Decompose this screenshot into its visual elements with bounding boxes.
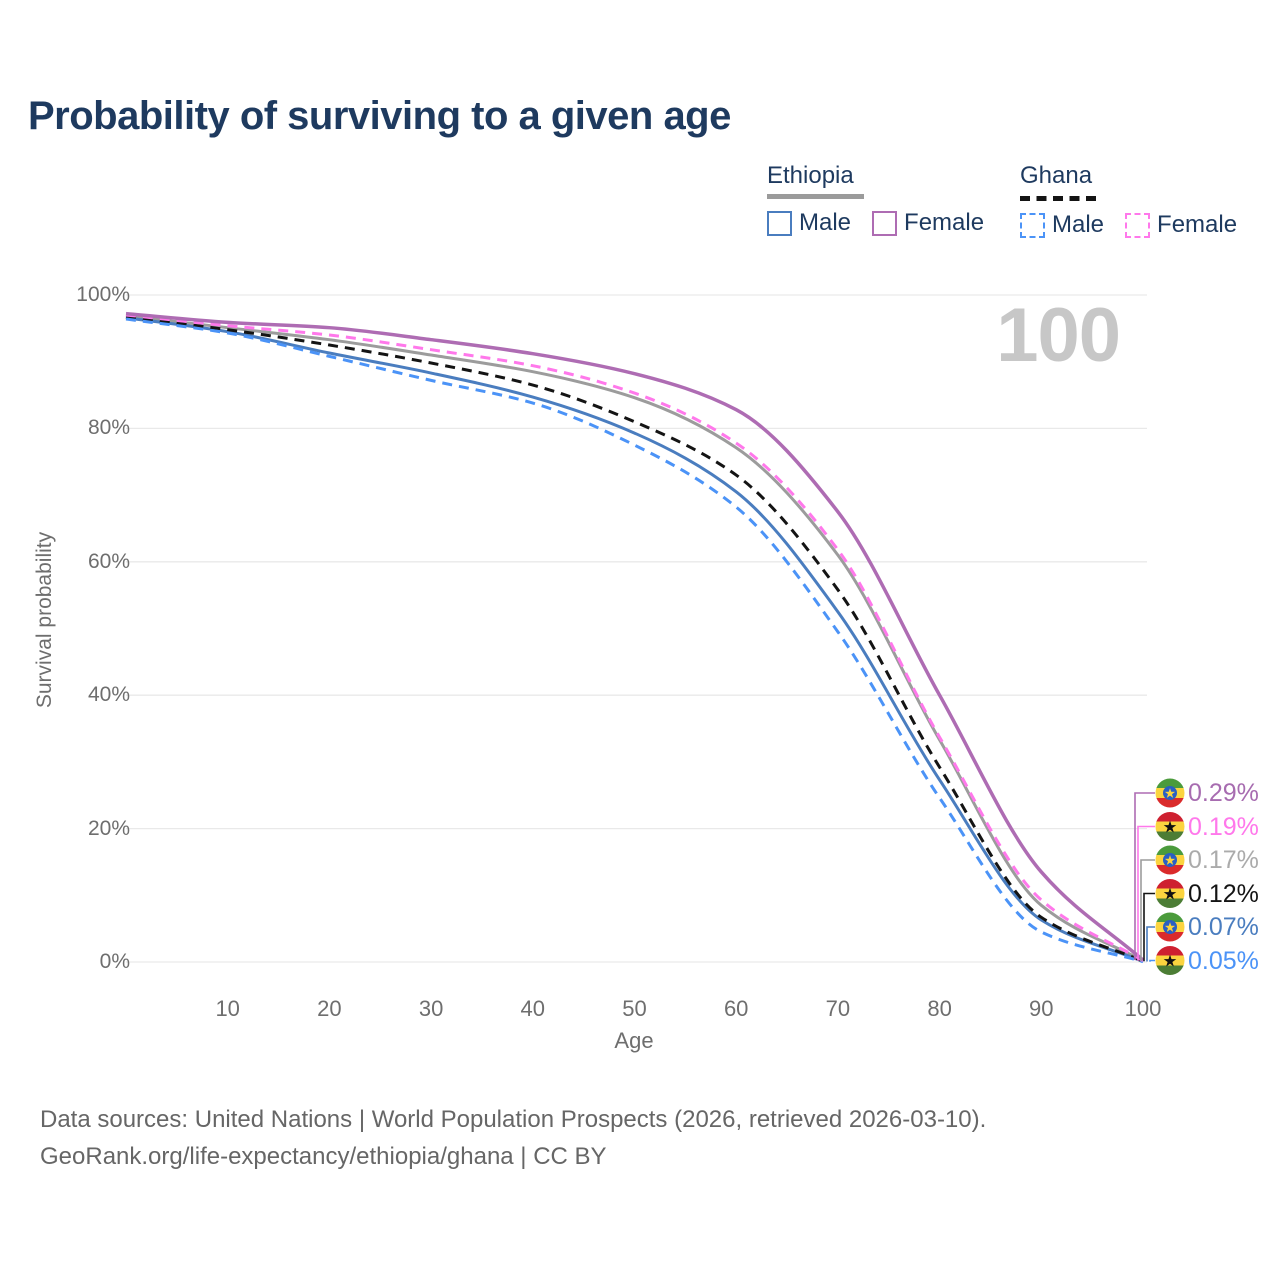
end-label-value-ghana-male: 0.05% bbox=[1188, 946, 1259, 975]
legend-item-label: Female bbox=[904, 209, 985, 236]
end-label-connector-ethiopia-female bbox=[1134, 792, 1155, 961]
end-label-connector-ghana-female bbox=[1137, 825, 1155, 961]
ghana-flag-icon bbox=[1155, 879, 1185, 908]
end-label-value-ethiopia-male: 0.07% bbox=[1188, 913, 1259, 941]
end-label-connector-ethiopia-male bbox=[1146, 926, 1155, 962]
x-axis-tick-label: 40 bbox=[520, 996, 546, 1021]
x-axis-tick-label: 60 bbox=[723, 996, 749, 1021]
legend-items-ethiopia: Male Female bbox=[767, 209, 984, 237]
end-label-value-ghana-all: 0.12% bbox=[1188, 879, 1259, 908]
ethiopia-flag-icon bbox=[1155, 778, 1185, 808]
ghana-female-swatch-icon bbox=[1125, 212, 1151, 238]
data-sources-line2: GeoRank.org/life-expectancy/ethiopia/gha… bbox=[40, 1143, 607, 1170]
legend-underline-ghana bbox=[1020, 196, 1096, 201]
end-label-value-ghana-female: 0.19% bbox=[1188, 812, 1259, 841]
ghana-flag-icon bbox=[1155, 946, 1185, 975]
y-axis-tick-label: 20% bbox=[87, 816, 130, 840]
end-label-value-ethiopia-female: 0.29% bbox=[1188, 779, 1259, 807]
end-label-connector-ghana-all bbox=[1143, 892, 1155, 962]
series-line-ethiopia-male bbox=[125, 316, 1144, 963]
series-line-ethiopia-female bbox=[125, 311, 1145, 962]
ghana-male-swatch-icon bbox=[1020, 212, 1045, 238]
age-counter-watermark: 100 bbox=[996, 293, 1121, 378]
legend-item-ethiopia-male[interactable]: Male bbox=[767, 209, 851, 237]
end-label-connector-ghana-male bbox=[1149, 959, 1155, 962]
y-axis-tick-label: 40% bbox=[87, 683, 130, 707]
series-line-ghana-female bbox=[125, 313, 1144, 963]
end-label-value-ethiopia-all: 0.17% bbox=[1188, 846, 1259, 874]
y-axis-tick-label: 80% bbox=[87, 416, 130, 440]
legend-item-label: Male bbox=[1052, 211, 1105, 238]
ethiopia-male-swatch-icon bbox=[767, 210, 792, 236]
legend-country-ghana: Ghana bbox=[1020, 162, 1093, 189]
legend-group-ethiopia: Ethiopia Male Female bbox=[767, 162, 984, 237]
legend-item-ethiopia-female[interactable]: Female bbox=[872, 209, 984, 237]
legend-item-ghana-female[interactable]: Female bbox=[1125, 211, 1237, 239]
x-axis-tick-label: 20 bbox=[317, 996, 342, 1021]
x-axis-tick-label: 30 bbox=[418, 996, 444, 1021]
ghana-flag-icon bbox=[1155, 812, 1185, 841]
x-axis-tick-label: 10 bbox=[215, 996, 240, 1021]
legend-item-ghana-male[interactable]: Male bbox=[1020, 211, 1104, 239]
series-line-ghana-male bbox=[125, 317, 1144, 964]
x-axis-tick-label: 90 bbox=[1029, 996, 1054, 1021]
legend-items-ghana: Male Female bbox=[1020, 211, 1237, 239]
ethiopia-flag-icon bbox=[1155, 845, 1185, 875]
legend-item-label: Female bbox=[1157, 211, 1238, 238]
page-title: Probability of surviving to a given age bbox=[28, 94, 731, 138]
y-axis-tick-label: 60% bbox=[87, 549, 130, 573]
end-label-connector-ethiopia-all bbox=[1140, 859, 1155, 961]
x-axis-tick-label: 70 bbox=[825, 996, 851, 1021]
series-line-ghana-all bbox=[125, 315, 1144, 963]
ethiopia-flag-icon bbox=[1155, 912, 1185, 942]
legend-item-label: Male bbox=[799, 209, 852, 236]
y-axis-tick-label: 0% bbox=[99, 950, 130, 973]
x-axis-tick-label: 50 bbox=[622, 996, 647, 1021]
y-axis-tick-label: 100% bbox=[76, 283, 130, 306]
legend-underline-ethiopia bbox=[767, 194, 864, 199]
legend-country-ethiopia: Ethiopia bbox=[767, 162, 854, 189]
x-axis-tick-label: 80 bbox=[927, 996, 952, 1021]
series-line-ethiopia-all bbox=[125, 314, 1144, 963]
legend-group-ghana: Ghana Male Female bbox=[1020, 162, 1237, 239]
ethiopia-female-swatch-icon bbox=[872, 210, 898, 236]
data-sources-line1: Data sources: United Nations | World Pop… bbox=[40, 1106, 987, 1133]
x-axis-tick-label: 100 bbox=[1124, 996, 1162, 1021]
x-axis-title: Age bbox=[614, 1028, 654, 1053]
